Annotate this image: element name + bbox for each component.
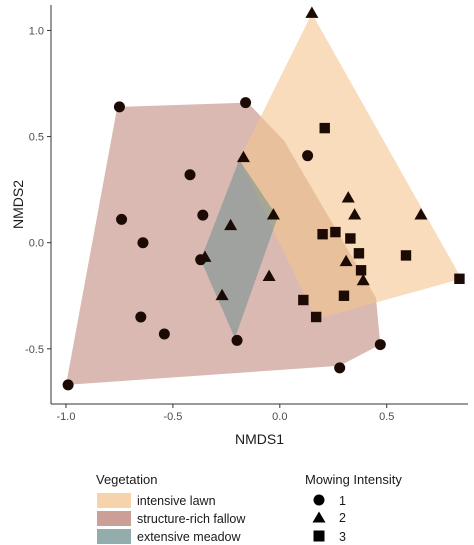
vegetation-legend: Vegetation intensive lawn structure-rich… bbox=[96, 472, 246, 544]
point-intensity-3-square bbox=[338, 290, 350, 301]
point-intensity-3-square bbox=[310, 311, 322, 323]
point-intensity-1-circle bbox=[231, 334, 243, 346]
point-intensity-1-circle bbox=[137, 237, 149, 249]
point-intensity-1-circle bbox=[302, 150, 314, 162]
legend-key-triangle bbox=[312, 511, 326, 523]
y-tick-label: 1.0 bbox=[29, 25, 44, 37]
legend-swatch-extensive-meadow bbox=[97, 529, 131, 544]
legend-label-extensive-meadow: extensive meadow bbox=[137, 530, 242, 544]
point-intensity-1-circle bbox=[184, 169, 196, 181]
point-intensity-2-triangle bbox=[266, 208, 280, 220]
point-intensity-3-square bbox=[319, 122, 330, 134]
point-intensity-3-square bbox=[345, 233, 356, 244]
y-tick-label: 0.0 bbox=[29, 238, 44, 250]
x-tick-label: -1.0 bbox=[56, 411, 75, 423]
point-intensity-2-triangle bbox=[414, 208, 428, 220]
point-intensity-1-circle bbox=[334, 362, 346, 374]
mowing-legend-title: Mowing Intensity bbox=[305, 472, 402, 487]
legend-label-intensive-lawn: intensive lawn bbox=[137, 494, 216, 508]
point-intensity-1-circle bbox=[197, 209, 209, 221]
legend-key-circle bbox=[313, 494, 325, 506]
point-intensity-3-square bbox=[298, 294, 309, 306]
point-intensity-1-circle bbox=[62, 379, 74, 391]
legend-key-square bbox=[313, 530, 325, 542]
legend-swatch-intensive-lawn bbox=[97, 493, 131, 508]
point-intensity-2-triangle bbox=[348, 208, 362, 220]
x-ticks: -1.0 -0.5 0.0 0.5 bbox=[56, 404, 394, 423]
point-intensity-3-square bbox=[330, 226, 341, 238]
legend-label-mowing-2: 2 bbox=[339, 511, 346, 525]
point-intensity-2-triangle bbox=[341, 191, 355, 203]
vegetation-legend-title: Vegetation bbox=[96, 472, 157, 487]
legend-label-mowing-3: 3 bbox=[339, 530, 346, 544]
point-intensity-2-triangle bbox=[356, 273, 370, 286]
data-points bbox=[62, 6, 465, 391]
point-intensity-2-triangle bbox=[262, 269, 276, 281]
point-intensity-3-square bbox=[355, 265, 367, 276]
point-intensity-2-triangle bbox=[224, 218, 238, 231]
axes bbox=[50, 5, 468, 405]
mowing-intensity-legend: Mowing Intensity 1 2 3 bbox=[305, 472, 402, 544]
point-intensity-2-triangle bbox=[215, 288, 229, 301]
legend-label-mowing-1: 1 bbox=[339, 494, 346, 508]
vegetation-hulls bbox=[66, 13, 462, 385]
point-intensity-3-square bbox=[454, 273, 465, 284]
point-intensity-1-circle bbox=[158, 328, 170, 340]
point-intensity-3-square bbox=[400, 250, 412, 261]
x-tick-label: 0.0 bbox=[272, 411, 287, 423]
legend-swatch-structure-rich-fallow bbox=[97, 511, 131, 526]
point-intensity-3-square bbox=[317, 229, 328, 240]
point-intensity-1-circle bbox=[240, 97, 252, 109]
point-intensity-3-square bbox=[353, 248, 365, 259]
y-tick-label: 0.5 bbox=[29, 132, 44, 144]
point-intensity-2-triangle bbox=[339, 254, 353, 267]
legend-label-structure-rich-fallow: structure-rich fallow bbox=[137, 512, 246, 526]
hull-intensive-lawn bbox=[239, 13, 462, 320]
point-intensity-1-circle bbox=[135, 311, 147, 323]
y-axis-title: NMDS2 bbox=[10, 180, 26, 229]
x-tick-label: 0.5 bbox=[379, 411, 394, 423]
point-intensity-2-triangle bbox=[198, 250, 212, 262]
x-tick-label: -0.5 bbox=[163, 411, 182, 423]
x-axis-title: NMDS1 bbox=[235, 431, 284, 447]
point-intensity-2-triangle bbox=[305, 6, 319, 18]
point-intensity-1-circle bbox=[374, 339, 386, 351]
y-tick-label: -0.5 bbox=[25, 344, 44, 356]
point-intensity-1-circle bbox=[116, 213, 128, 225]
y-ticks: -0.5 0.0 0.5 1.0 bbox=[25, 25, 51, 356]
point-intensity-2-triangle bbox=[236, 150, 250, 163]
point-intensity-1-circle bbox=[113, 101, 125, 113]
